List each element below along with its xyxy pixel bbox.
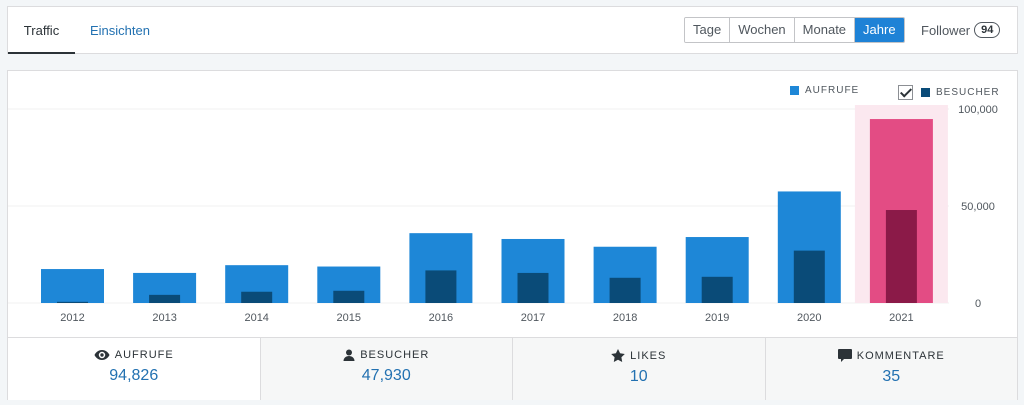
x-tick-label: 2017	[521, 312, 545, 324]
chart-panel: 2012 2013 2014 2015 2016 2017 2018 2019 2020 2021…	[7, 70, 1018, 400]
visitors-bar-2013	[149, 294, 181, 303]
x-tick-label: 2013	[152, 312, 176, 324]
eye-icon	[94, 350, 110, 360]
x-tick-label: 2015	[337, 312, 361, 324]
stat-views-value: 94,826	[109, 367, 159, 384]
stat-comments-tab[interactable]: KOMMENTARE 35	[764, 338, 1017, 400]
x-tick-label: 2018	[613, 312, 637, 324]
period-selector: Tage Wochen Monate Jahre	[684, 17, 905, 43]
stat-views-label: AUFRUFE	[114, 349, 174, 361]
follower-label: Follower	[921, 22, 971, 38]
visitors-bar-2012	[57, 301, 88, 303]
x-tick-label: 2020	[797, 312, 821, 324]
bar-chart: 2012 2013 2014 2015 2016 2017 2018 2019 2020 2021…	[8, 104, 998, 324]
stat-likes-value: 10	[629, 368, 648, 385]
views-bar-2012[interactable]	[41, 269, 104, 303]
stat-likes-label: LIKES	[630, 349, 667, 362]
stat-comments-label: KOMMENTARE	[856, 349, 945, 362]
y-tick-label: 100,000	[958, 104, 998, 116]
period-months-button[interactable]: Monate	[793, 18, 855, 42]
visitors-bar-2017	[517, 272, 549, 303]
stat-comments-value: 35	[882, 368, 901, 385]
legend-views-swatch	[790, 86, 799, 95]
visitors-bar-2014	[241, 291, 273, 303]
visitors-bar-2019	[701, 276, 733, 303]
tab-insights[interactable]: Einsichten	[90, 23, 150, 38]
visitors-bar-2021	[885, 210, 917, 303]
person-icon	[343, 349, 355, 361]
x-tick-label: 2021	[889, 312, 913, 324]
visitors-bar-2020	[793, 250, 825, 303]
legend-views-label: AUFRUFE	[805, 85, 860, 96]
y-tick-label: 50,000	[961, 201, 995, 213]
comment-icon	[837, 349, 852, 362]
stat-views-tab[interactable]: AUFRUFE 94,826	[8, 338, 260, 400]
star-icon	[611, 349, 625, 362]
follower-link[interactable]: Follower 94	[921, 22, 1001, 38]
visitors-bar-2018	[609, 277, 641, 303]
legend-views: AUFRUFE	[790, 85, 859, 96]
x-tick-label: 2019	[705, 312, 729, 324]
stat-visitors-value: 47,930	[361, 367, 411, 384]
x-tick-label: 2014	[244, 312, 268, 324]
stat-visitors-tab[interactable]: BESUCHER 47,930	[259, 338, 512, 400]
period-weeks-button[interactable]: Wochen	[729, 18, 794, 42]
stats-navigation-bar: Traffic Einsichten Tage Wochen Monate Ja…	[7, 6, 1018, 54]
period-days-button[interactable]: Tage	[685, 18, 730, 42]
follower-count-badge: 94	[974, 22, 1001, 38]
visitors-toggle-checkbox[interactable]	[898, 85, 913, 100]
stat-likes-tab[interactable]: LIKES 10	[512, 338, 765, 400]
period-years-button[interactable]: Jahre	[854, 18, 904, 42]
stat-visitors-label: BESUCHER	[360, 349, 430, 361]
legend-visitors-swatch	[921, 88, 930, 97]
x-tick-label: 2012	[60, 312, 84, 324]
x-tick-label: 2016	[429, 312, 453, 324]
y-tick-label: 0	[975, 298, 981, 310]
visitors-bar-2015	[333, 290, 365, 303]
tab-traffic[interactable]: Traffic	[8, 7, 75, 54]
legend-visitors: BESUCHER	[898, 85, 1000, 100]
stats-summary: AUFRUFE 94,826 BESUCHER 47,930 LIKES 10 …	[8, 337, 1017, 400]
visitors-bar-2016	[425, 270, 457, 303]
legend-visitors-label: BESUCHER	[936, 87, 1000, 98]
